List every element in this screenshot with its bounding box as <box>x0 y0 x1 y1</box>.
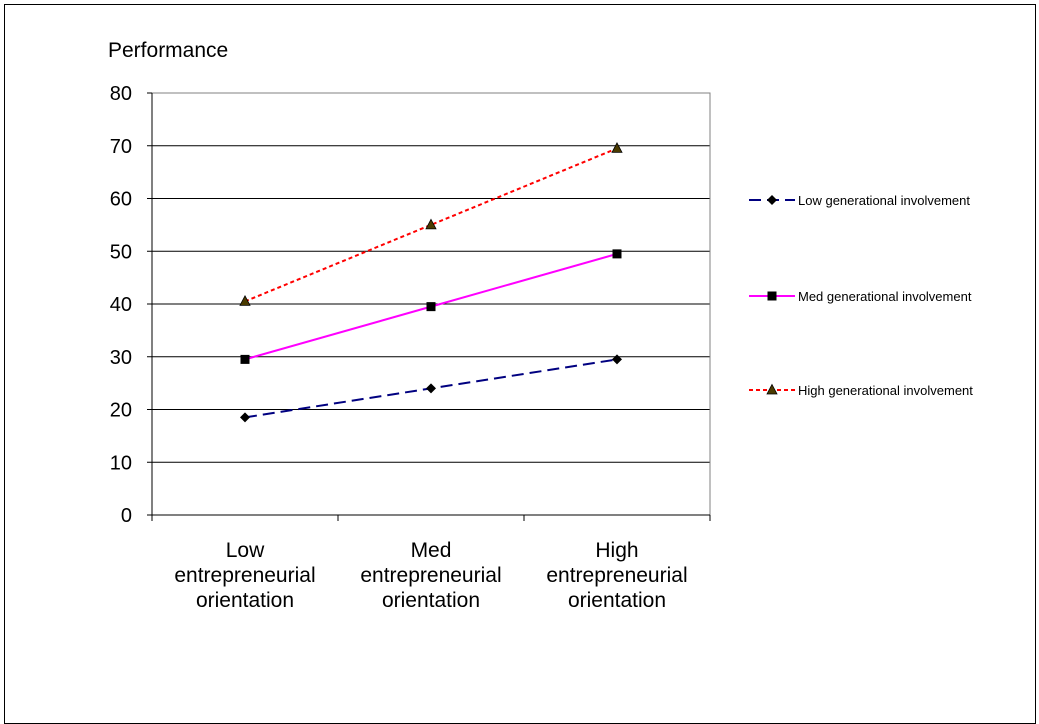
legend-marker <box>766 383 778 395</box>
y-axis-label: Performance <box>108 39 228 62</box>
y-tick-label: 50 <box>110 241 132 263</box>
data-point <box>426 302 436 312</box>
x-tick-label: Med entrepreneurial orientation <box>360 539 501 612</box>
data-point <box>612 354 622 365</box>
x-tick-label: Low entrepreneurial orientation <box>174 539 315 612</box>
legend: Low generational involvement Med generati… <box>749 193 973 398</box>
legend-entry: High generational involvement <box>749 383 973 398</box>
legend-marker <box>767 291 777 301</box>
series-group <box>239 142 623 423</box>
axes <box>147 92 711 521</box>
y-tick-label: 40 <box>110 294 132 316</box>
y-tick-label: 30 <box>110 347 132 369</box>
legend-marker <box>767 195 777 205</box>
data-point <box>611 142 623 153</box>
y-tick-label: 0 <box>121 505 132 527</box>
data-point <box>425 218 437 230</box>
data-point <box>612 249 622 259</box>
data-point <box>426 383 436 394</box>
data-point <box>240 412 250 423</box>
x-tick-label: High entrepreneurial orientation <box>546 539 687 612</box>
x-tick-labels: Low entrepreneurial orientation Med entrepre… <box>174 539 687 612</box>
y-tick-labels: 0 10 20 30 40 50 60 70 80 <box>110 83 132 527</box>
series-triangle <box>239 142 623 306</box>
legend-label: High generational involvement <box>798 383 973 398</box>
data-point <box>240 354 250 364</box>
series-diamond <box>240 354 622 423</box>
legend-entry: Low generational involvement <box>749 193 970 208</box>
y-tick-label: 80 <box>110 83 132 105</box>
legend-label: Med generational involvement <box>798 289 972 304</box>
legend-label: Low generational involvement <box>798 193 970 208</box>
y-tick-label: 70 <box>110 136 132 158</box>
y-tick-label: 20 <box>110 400 132 422</box>
data-point <box>239 295 251 306</box>
legend-entry: Med generational involvement <box>749 289 972 304</box>
y-tick-label: 10 <box>110 452 132 474</box>
y-tick-label: 60 <box>110 189 132 211</box>
series-square <box>240 249 622 364</box>
